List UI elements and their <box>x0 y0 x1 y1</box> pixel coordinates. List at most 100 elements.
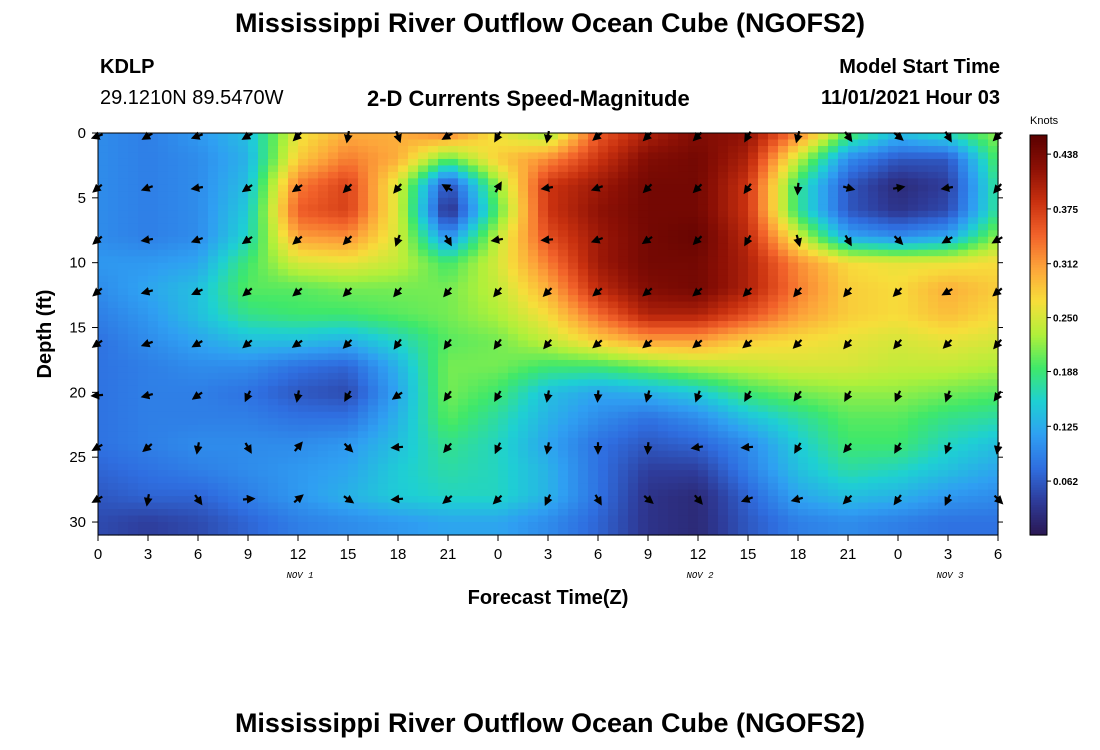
heatmap-cell <box>898 178 909 186</box>
heatmap-cell <box>708 133 719 141</box>
heatmap-cell <box>868 334 879 342</box>
heatmap-cell <box>868 145 879 154</box>
heatmap-cell <box>848 379 859 387</box>
heatmap-cell <box>368 457 379 465</box>
heatmap-cell <box>938 392 949 400</box>
heatmap-cell <box>948 450 959 458</box>
heatmap-cell <box>888 236 899 244</box>
heatmap-cell <box>848 282 859 290</box>
heatmap-cell <box>208 334 219 342</box>
heatmap-cell <box>758 353 769 361</box>
heatmap-cell <box>888 191 899 199</box>
heatmap-cell <box>288 353 299 361</box>
heatmap-cell <box>878 385 889 393</box>
heatmap-cell <box>578 165 589 173</box>
heatmap-cell <box>928 256 939 264</box>
heatmap-cell <box>938 353 949 361</box>
heatmap-cell <box>868 184 879 192</box>
heatmap-cell <box>568 372 579 380</box>
heatmap-cell <box>668 282 679 290</box>
heatmap-cell <box>748 301 759 309</box>
heatmap-cell <box>398 191 409 199</box>
heatmap-cell <box>478 262 489 270</box>
heatmap-cell <box>278 152 289 160</box>
heatmap-cell <box>358 327 369 335</box>
heatmap-cell <box>838 178 849 186</box>
heatmap-cell <box>448 372 459 380</box>
heatmap-cell <box>178 483 189 491</box>
heatmap-cell <box>158 191 169 199</box>
heatmap-cell <box>948 178 959 186</box>
heatmap-cell <box>338 191 349 199</box>
heatmap-cell <box>188 178 199 186</box>
heatmap-cell <box>828 444 839 452</box>
heatmap-cell <box>948 457 959 465</box>
heatmap-cell <box>888 301 899 309</box>
heatmap-cell <box>318 398 329 406</box>
heatmap-cell <box>638 282 649 290</box>
heatmap-cell <box>688 210 699 218</box>
heatmap-cell <box>178 308 189 316</box>
heatmap-cell <box>98 145 109 154</box>
heatmap-cell <box>298 139 309 147</box>
heatmap-cell <box>928 346 939 355</box>
heatmap-cell <box>648 346 659 355</box>
heatmap-cell <box>208 424 219 432</box>
heatmap-cell <box>338 230 349 238</box>
heatmap-cell <box>558 184 569 192</box>
heatmap-cell <box>978 431 989 439</box>
heatmap-cell <box>418 139 429 147</box>
heatmap-cell <box>918 450 929 458</box>
heatmap-cell <box>568 476 579 484</box>
heatmap-cell <box>578 398 589 406</box>
heatmap-cell <box>528 230 539 238</box>
heatmap-cell <box>768 457 779 465</box>
heatmap-cell <box>678 379 689 387</box>
heatmap-cell <box>248 385 259 393</box>
heatmap-cell <box>98 424 109 432</box>
heatmap-cell <box>458 418 469 426</box>
heatmap-cell <box>518 353 529 361</box>
heatmap-cell <box>748 230 759 238</box>
heatmap-cell <box>148 223 159 231</box>
heatmap-cell <box>388 301 399 309</box>
heatmap-cell <box>358 340 369 348</box>
heatmap-cell <box>248 372 259 380</box>
heatmap-cell <box>698 133 709 141</box>
heatmap-cell <box>158 359 169 368</box>
heatmap-cell <box>358 314 369 322</box>
heatmap-cell <box>118 359 129 368</box>
heatmap-cell <box>398 301 409 309</box>
heatmap-cell <box>788 243 799 251</box>
heatmap-cell <box>198 366 209 374</box>
heatmap-cell <box>478 288 489 296</box>
heatmap-cell <box>648 243 659 251</box>
heatmap-cell <box>478 133 489 141</box>
heatmap-cell <box>968 145 979 154</box>
heatmap-cell <box>268 256 279 264</box>
heatmap-cell <box>958 327 969 335</box>
heatmap-cell <box>958 178 969 186</box>
heatmap-cell <box>768 152 779 160</box>
heatmap-cell <box>568 450 579 458</box>
heatmap-cell <box>198 359 209 368</box>
heatmap-cell <box>888 366 899 374</box>
heatmap-cell <box>308 385 319 393</box>
heatmap-cell <box>138 411 149 419</box>
heatmap-cell <box>758 411 769 419</box>
heatmap-cell <box>208 204 219 212</box>
heatmap-cell <box>418 321 429 329</box>
heatmap-cell <box>748 314 759 322</box>
heatmap-cell <box>608 431 619 439</box>
heatmap-cell <box>798 133 809 141</box>
heatmap-cell <box>748 191 759 199</box>
heatmap-cell <box>208 145 219 154</box>
heatmap-cell <box>318 282 329 290</box>
heatmap-cell <box>478 197 489 205</box>
heatmap-cell <box>578 359 589 368</box>
heatmap-cell <box>728 431 739 439</box>
heatmap-cell <box>918 295 929 303</box>
heatmap-cell <box>648 249 659 257</box>
heatmap-cell <box>98 334 109 342</box>
heatmap-cell <box>628 431 639 439</box>
